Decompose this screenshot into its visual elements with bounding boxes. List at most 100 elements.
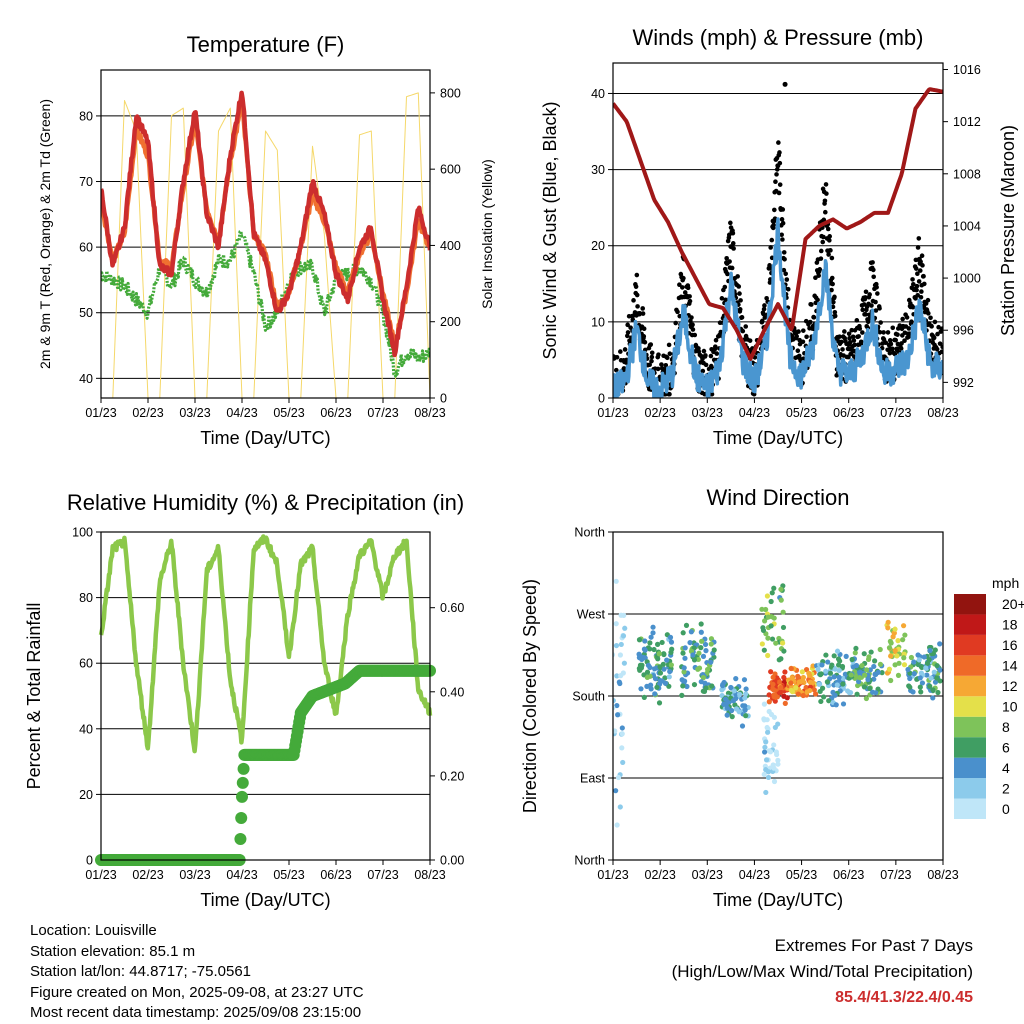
series-temp-2m-red <box>101 90 430 358</box>
direction-point <box>834 682 840 688</box>
direction-point <box>603 743 608 748</box>
x-tick-label: 03/23 <box>179 406 210 420</box>
gust-point <box>919 253 925 259</box>
gust-point <box>913 266 919 271</box>
series-solar-yellow <box>101 92 430 398</box>
direction-point <box>923 665 929 671</box>
direction-cluster <box>814 648 856 708</box>
y-tick-label: West <box>577 608 606 622</box>
direction-point <box>835 656 842 662</box>
gust-point <box>780 220 786 226</box>
direction-point <box>711 647 717 653</box>
direction-point <box>681 665 687 671</box>
direction-point <box>702 641 709 648</box>
direction-point <box>782 669 788 675</box>
direction-point <box>886 645 893 651</box>
direction-point <box>742 703 748 709</box>
gust-point <box>900 316 905 322</box>
direction-point <box>667 668 673 675</box>
gust-point <box>703 362 709 368</box>
direction-point <box>775 757 781 763</box>
direction-point <box>892 648 898 654</box>
direction-point <box>894 653 900 659</box>
direction-point <box>681 669 687 675</box>
x-tick-label: 03/23 <box>692 406 723 420</box>
direction-point <box>895 638 901 644</box>
y-right-tick-label: 800 <box>440 86 461 100</box>
gust-point <box>849 327 854 333</box>
direction-point <box>769 636 776 642</box>
series-group <box>613 81 943 398</box>
x-tick-label: 02/23 <box>645 868 676 882</box>
gust-point <box>830 304 836 310</box>
direction-point <box>788 680 794 686</box>
direction-point <box>873 690 879 696</box>
precip-point <box>236 776 249 789</box>
direction-point <box>888 677 894 684</box>
gust-point <box>618 349 623 354</box>
direction-point <box>763 757 770 763</box>
direction-point <box>732 702 738 708</box>
gust-point <box>664 355 670 361</box>
direction-point <box>608 767 613 772</box>
direction-point <box>667 634 674 640</box>
direction-point <box>733 676 739 682</box>
gust-point <box>768 245 773 250</box>
direction-point <box>931 669 937 675</box>
direction-point <box>770 687 777 693</box>
gust-point <box>840 347 845 352</box>
direction-point <box>885 625 891 631</box>
direction-point <box>821 694 827 700</box>
gust-point <box>780 237 785 242</box>
gust-point <box>687 294 692 299</box>
direction-point <box>795 691 801 697</box>
y-tick-label: 40 <box>79 722 93 736</box>
colorbar-label: 18 <box>1002 617 1018 633</box>
direction-point <box>660 661 666 667</box>
y-right-tick-label: 0.20 <box>440 769 464 783</box>
x-tick-label: 05/23 <box>786 406 817 420</box>
direction-point <box>644 683 650 689</box>
direction-point <box>695 656 701 663</box>
direction-point <box>621 660 627 666</box>
gust-point <box>725 271 730 277</box>
direction-point <box>761 771 767 778</box>
direction-point <box>613 621 619 627</box>
y-tick-label: 0 <box>86 854 93 868</box>
gust-point <box>939 326 943 331</box>
y-right-axis-label: Station Pressure (Maroon) <box>998 125 1018 336</box>
x-tick-label: 05/23 <box>273 868 304 882</box>
direction-point <box>848 672 854 678</box>
x-tick-label: 06/23 <box>833 406 864 420</box>
direction-point <box>867 667 873 673</box>
direction-point <box>766 699 772 705</box>
x-tick-label: 04/23 <box>226 868 257 882</box>
gust-point <box>689 315 694 320</box>
direction-point <box>807 687 813 694</box>
direction-point <box>817 688 823 695</box>
direction-point <box>679 692 685 698</box>
direction-point <box>614 673 620 679</box>
direction-point <box>661 666 667 672</box>
chart-humidity_precip: 0 20 40 60 80 100 0.00 0.20 0.40 0.60 01/23 02/23 03… <box>24 490 464 910</box>
direction-point <box>823 668 829 674</box>
colorbar-label: 16 <box>1002 637 1018 653</box>
gust-point <box>939 349 943 355</box>
direction-point <box>892 626 898 632</box>
precip-point <box>237 762 250 775</box>
gust-point <box>931 335 937 341</box>
direction-point <box>743 686 749 692</box>
gust-point <box>898 346 904 351</box>
direction-point <box>608 703 613 708</box>
series-humidity <box>98 534 433 754</box>
gust-point <box>829 287 834 293</box>
direction-point <box>759 606 765 612</box>
gust-point <box>824 191 829 196</box>
series-group <box>101 90 430 398</box>
direction-point <box>664 657 670 663</box>
direction-point <box>656 651 662 657</box>
gust-point <box>862 295 868 300</box>
direction-point <box>930 687 936 693</box>
gust-point <box>921 273 926 279</box>
